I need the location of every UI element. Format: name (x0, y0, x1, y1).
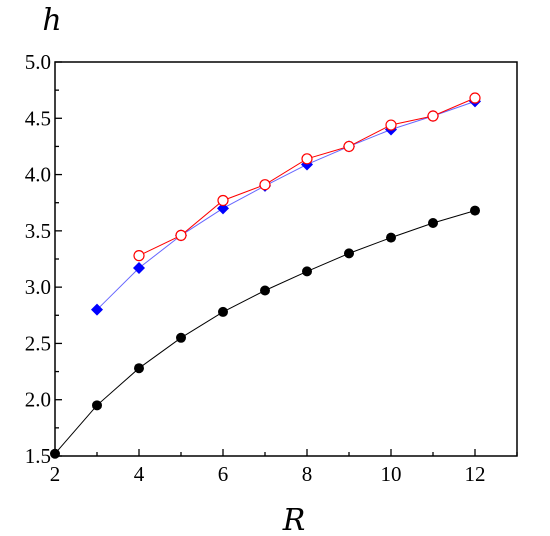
series-3-point (385, 119, 397, 131)
series-3-point (175, 229, 187, 241)
series-1-point (344, 248, 354, 259)
x-tick-label: 6 (218, 462, 229, 486)
series-1-line (54, 210, 476, 455)
series-2-line (96, 100, 476, 311)
series-1-point (92, 400, 102, 411)
x-tick-label: 4 (134, 462, 145, 486)
series-2-point (91, 303, 103, 316)
series-1-point (302, 266, 312, 277)
x-tick-label: 8 (302, 462, 313, 486)
ticks (54, 61, 518, 457)
series-3-line (138, 97, 476, 257)
y-tick-label: 3.5 (25, 219, 51, 243)
series-3-point (427, 110, 439, 122)
x-tick-label: 12 (465, 462, 486, 486)
x-tick-label: 10 (381, 462, 402, 486)
y-tick-label: 2.5 (25, 331, 51, 355)
series-3-point (469, 92, 481, 104)
series-1-point (470, 205, 480, 216)
series-lines (54, 97, 476, 455)
series-1-point (428, 217, 438, 228)
x-tick-label: 2 (50, 462, 61, 486)
series-2-point (133, 262, 145, 275)
y-axis-label: h (42, 3, 61, 38)
plot-frame (54, 61, 518, 457)
y-tick-label: 4.0 (25, 163, 51, 187)
tick-labels: 2 4 6 8 10 12 1.5 2.0 2.5 3.0 3.5 4.0 4.5 5.0 (25, 50, 486, 486)
series-1-point (50, 448, 60, 459)
y-tick-label: 5.0 (25, 50, 51, 74)
series-2-point (217, 202, 229, 215)
series-1-point (260, 285, 270, 296)
y-tick-label: 2.0 (25, 388, 51, 412)
series-1-point (176, 332, 186, 343)
y-tick-label: 4.5 (25, 106, 51, 130)
series-3-point (217, 194, 229, 207)
series-1-point (134, 363, 144, 374)
series-3-point (301, 153, 313, 165)
x-axis-label: R (282, 503, 306, 536)
y-tick-label: 1.5 (25, 444, 51, 468)
series-3-point (133, 250, 145, 262)
series-1-point (386, 232, 396, 243)
markers (50, 92, 481, 459)
y-tick-label: 3.0 (25, 275, 51, 299)
series-1-point (218, 306, 228, 317)
series-3-point (259, 179, 271, 191)
series-3-point (343, 140, 355, 153)
